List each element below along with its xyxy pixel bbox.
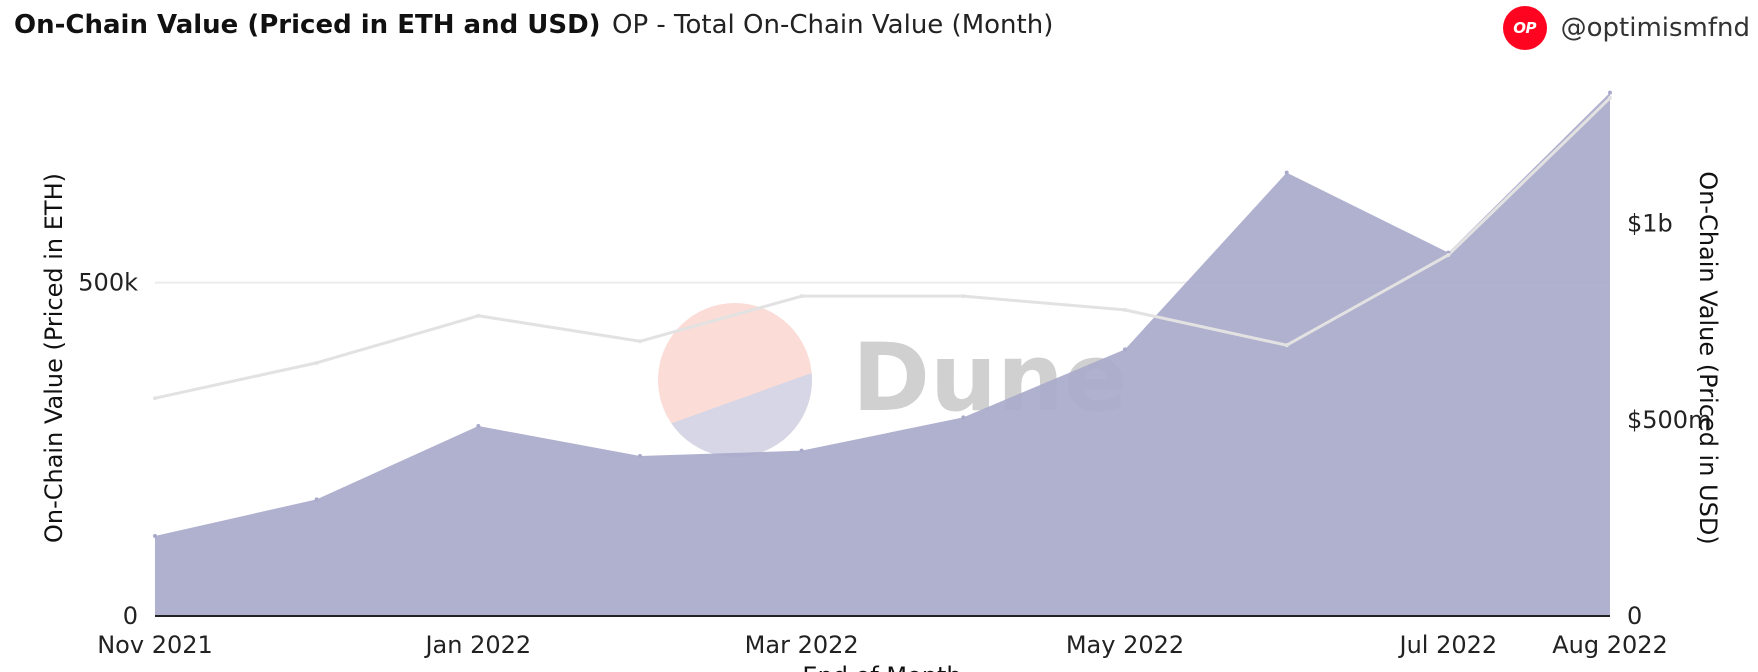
eth-point <box>1123 347 1127 352</box>
x-tick-label: Nov 2021 <box>97 631 213 659</box>
eth-point <box>1608 90 1612 95</box>
eth-point <box>961 415 966 420</box>
eth-point <box>476 424 481 428</box>
y-right-tick-label: $1b <box>1627 210 1673 238</box>
x-axis-label: End of Month <box>802 662 961 672</box>
x-tick-labels: Nov 2021 Jan 2022 Mar 2022 May 2022 Jul 2022… <box>97 631 1668 659</box>
usd-line-series <box>154 96 1612 400</box>
y-right-axis-label: On-Chain Value (Priced in USD) <box>1694 171 1722 544</box>
eth-point <box>1284 170 1289 175</box>
x-tick-label: Mar 2022 <box>745 631 859 659</box>
eth-point <box>638 454 642 458</box>
usd-point <box>1123 307 1127 312</box>
usd-point <box>1608 95 1612 100</box>
usd-point <box>799 294 804 299</box>
usd-point <box>638 339 642 344</box>
brand-block[interactable]: OP @optimismfnd <box>1502 6 1758 50</box>
x-tick-label: Aug 2022 <box>1552 631 1668 659</box>
y-left-axis-label: On-Chain Value (Priced in ETH) <box>40 173 68 543</box>
y-right-tick-label: 0 <box>1627 602 1642 630</box>
chart-subtitle: OP - Total On-Chain Value (Month) <box>612 10 1054 40</box>
chart-title: On-Chain Value (Priced in ETH and USD) <box>14 10 601 40</box>
x-tick-label: Jan 2022 <box>423 631 531 659</box>
data-points <box>153 90 1612 538</box>
usd-point <box>153 396 157 401</box>
eth-point <box>799 448 804 453</box>
usd-point <box>314 360 319 365</box>
x-tick-label: Jul 2022 <box>1397 631 1497 659</box>
eth-point <box>314 497 319 502</box>
chart-header: On-Chain Value (Priced in ETH and USD) O… <box>0 0 1758 60</box>
eth-area-series <box>155 92 1610 616</box>
eth-point <box>153 534 157 538</box>
optimism-logo-icon: OP <box>1502 6 1547 50</box>
y-right-tick-label: $500m <box>1627 406 1711 434</box>
y-right-tick-labels: 0 $500m $1b <box>1627 210 1711 630</box>
x-tick-label: May 2022 <box>1066 631 1184 659</box>
usd-line <box>154 96 1612 400</box>
usd-point <box>1284 343 1289 348</box>
usd-point <box>961 294 966 299</box>
y-left-tick-label: 0 <box>123 602 138 630</box>
eth-area <box>155 92 1610 616</box>
y-left-tick-label: 500k <box>78 269 138 297</box>
usd-point <box>1446 252 1451 257</box>
brand-handle[interactable]: @optimismfnd <box>1560 13 1750 43</box>
y-left-tick-labels: 0 500k <box>78 269 138 630</box>
usd-point <box>476 313 481 318</box>
